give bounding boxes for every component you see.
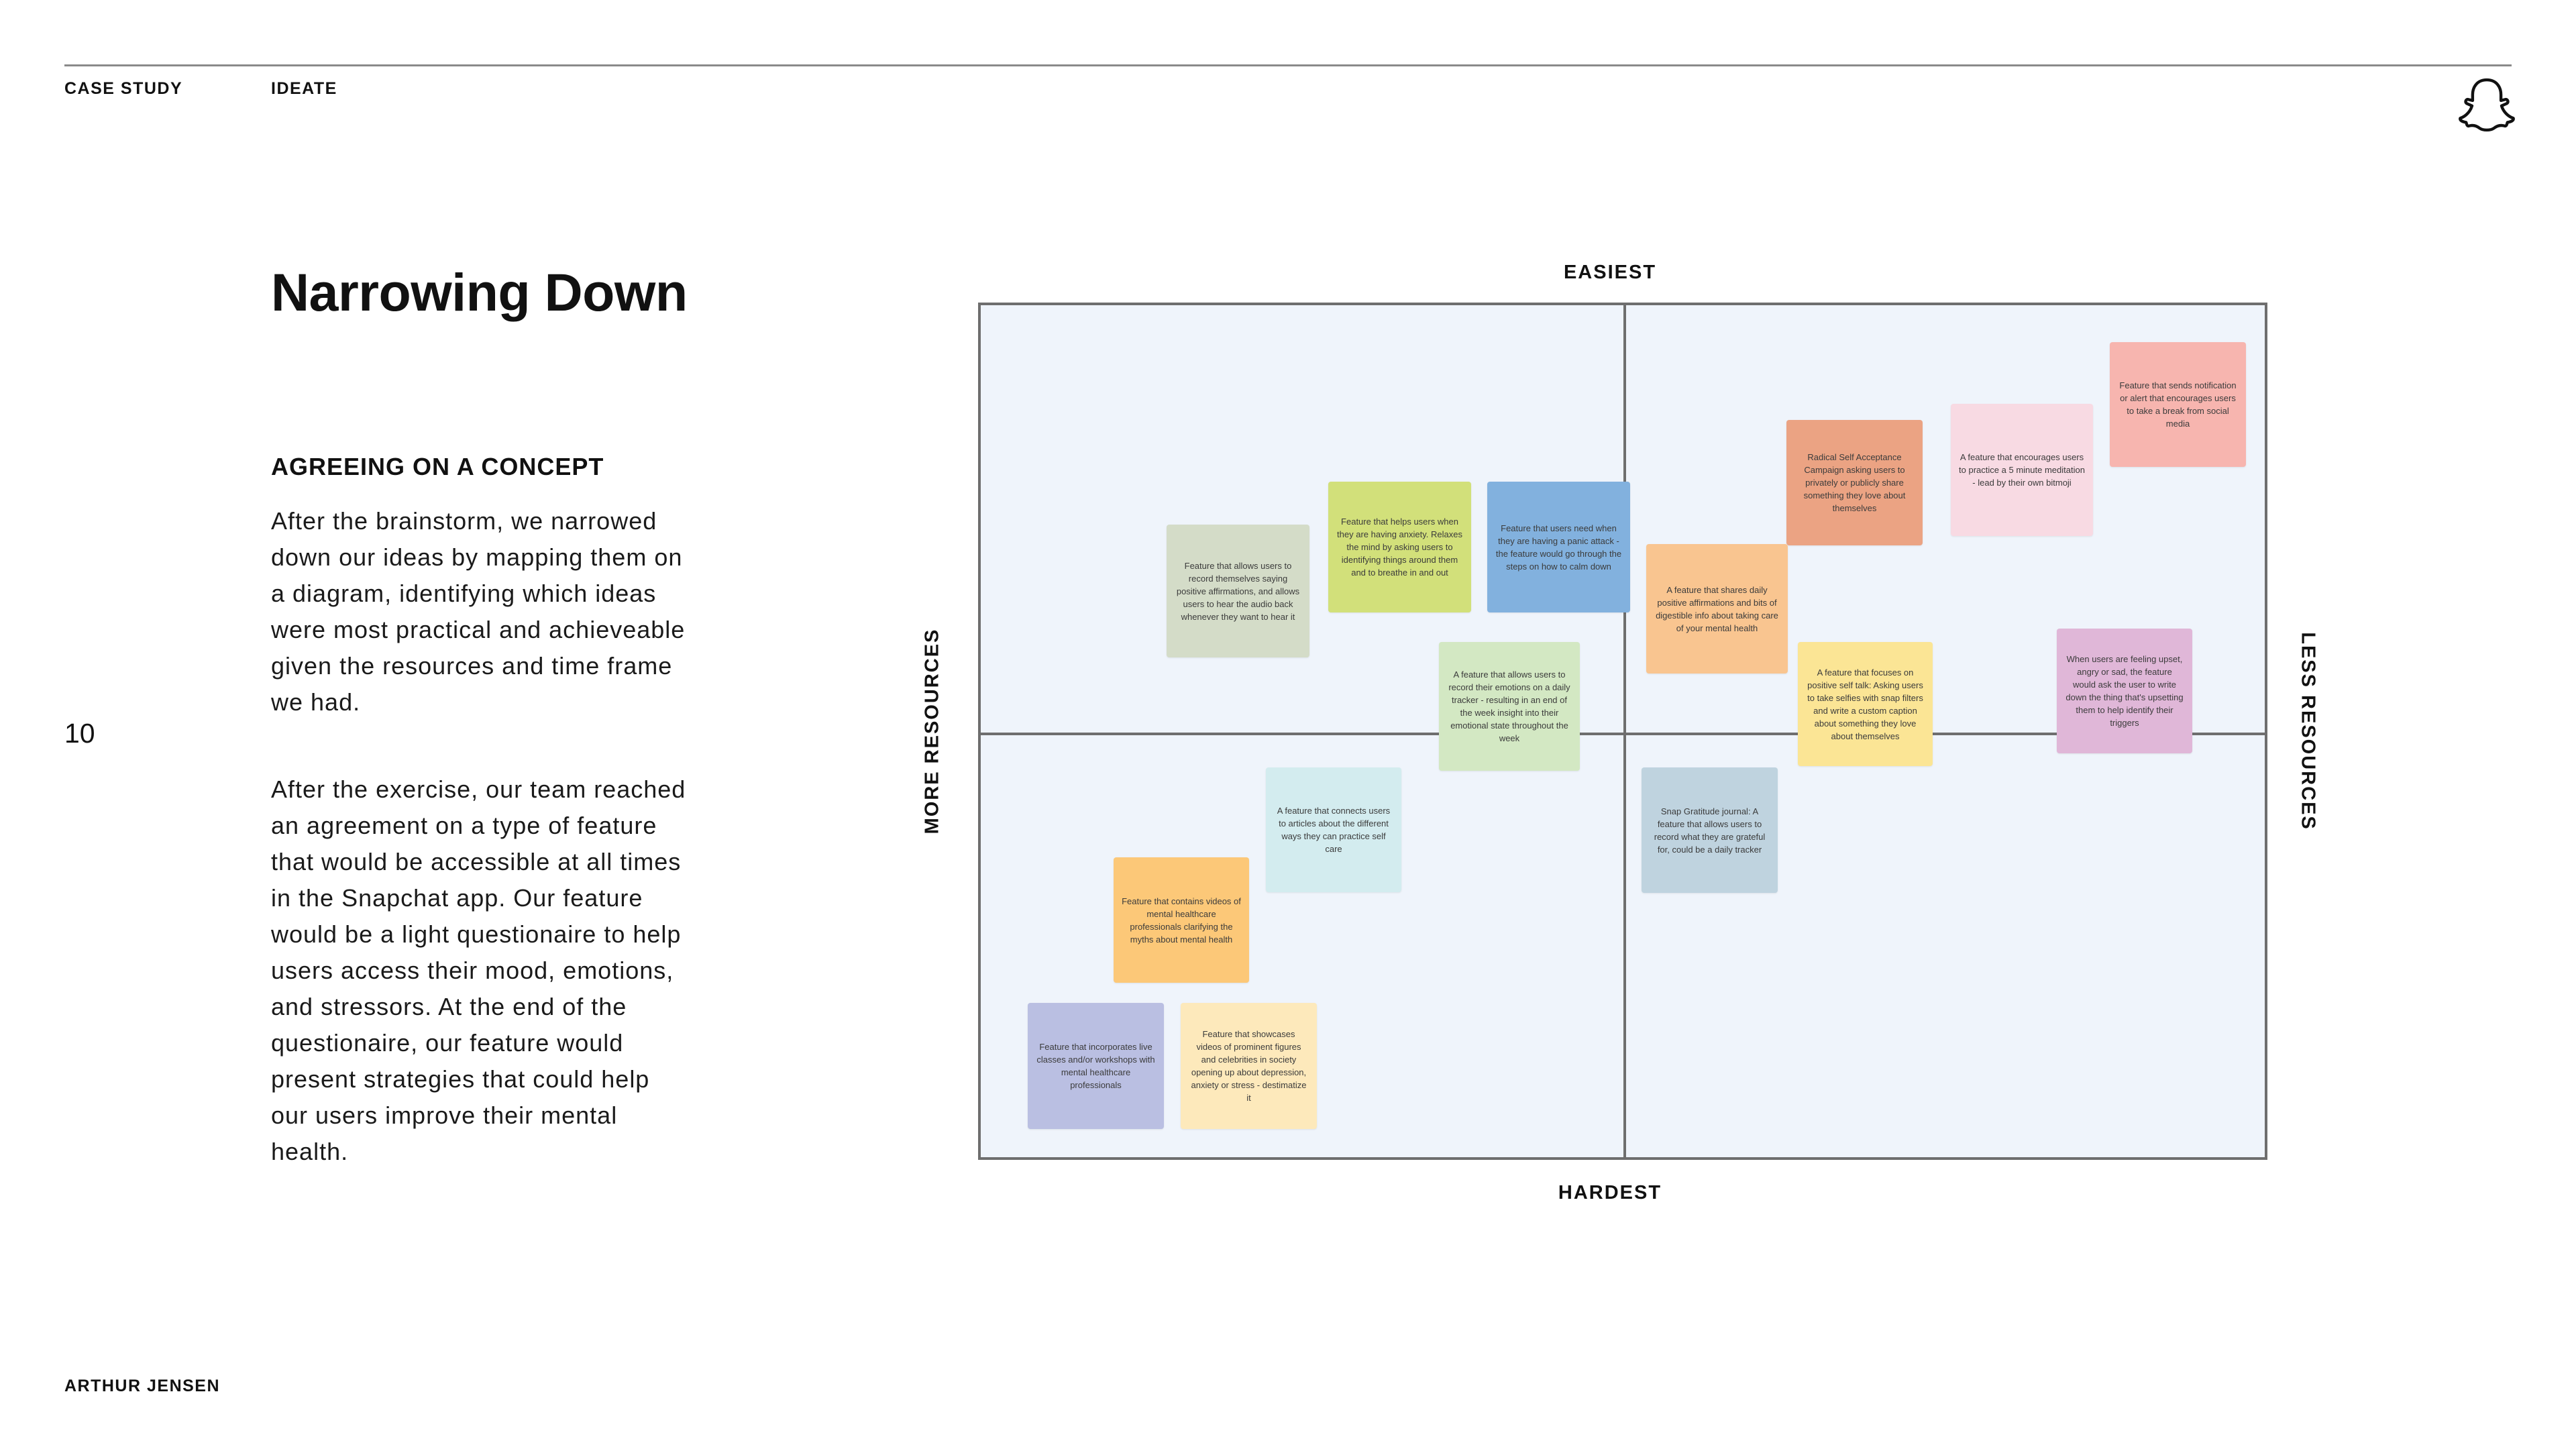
axis-label-top: EASIEST xyxy=(1563,262,1657,283)
sticky-note: Snap Gratitude journal: A feature that a… xyxy=(1642,767,1778,893)
axis-label-right: LESS RESOURCES xyxy=(2297,632,2319,830)
sticky-note: Feature that helps users when they are h… xyxy=(1328,482,1471,612)
sticky-note: When users are feeling upset, angry or s… xyxy=(2057,629,2192,753)
body-paragraph: After the brainstorm, we narrowed down o… xyxy=(271,507,686,716)
effort-resource-matrix: Feature that allows users to record them… xyxy=(978,303,2267,1160)
sticky-note: Feature that showcases videos of promine… xyxy=(1181,1003,1317,1129)
sticky-note: Radical Self Acceptance Campaign asking … xyxy=(1786,420,1923,545)
sticky-note: Feature that users need when they are ha… xyxy=(1487,482,1630,612)
axis-label-bottom: HARDEST xyxy=(1558,1182,1662,1203)
header-rule xyxy=(64,64,2512,66)
sticky-note: A feature that focuses on positive self … xyxy=(1798,642,1933,766)
sticky-note: Feature that sends notification or alert… xyxy=(2110,342,2246,467)
axis-label-left: MORE RESOURCES xyxy=(921,628,943,835)
section-subheading: AGREEING ON A CONCEPT xyxy=(271,453,604,480)
page-title: Narrowing Down xyxy=(271,262,688,322)
vertical-axis-line xyxy=(1623,305,1626,1157)
sticky-note: Feature that incorporates live classes a… xyxy=(1028,1003,1164,1129)
sticky-note: Feature that contains videos of mental h… xyxy=(1114,857,1249,983)
sticky-note: Feature that allows users to record them… xyxy=(1167,525,1309,657)
header-section: CASE STUDY xyxy=(64,79,183,98)
sticky-note: A feature that connects users to article… xyxy=(1266,767,1401,892)
sticky-note: A feature that shares daily positive aff… xyxy=(1646,544,1788,674)
snapchat-ghost-icon xyxy=(2459,78,2515,132)
horizontal-axis-line xyxy=(981,733,2265,735)
body-paragraph: After the exercise, our team reached an … xyxy=(271,775,686,1165)
page-number: 10 xyxy=(64,718,95,749)
sticky-note: A feature that allows users to record th… xyxy=(1439,642,1580,771)
sticky-note: A feature that encourages users to pract… xyxy=(1951,404,2093,536)
header-subsection: IDEATE xyxy=(271,79,337,98)
author-name: ARTHUR JENSEN xyxy=(64,1377,221,1395)
